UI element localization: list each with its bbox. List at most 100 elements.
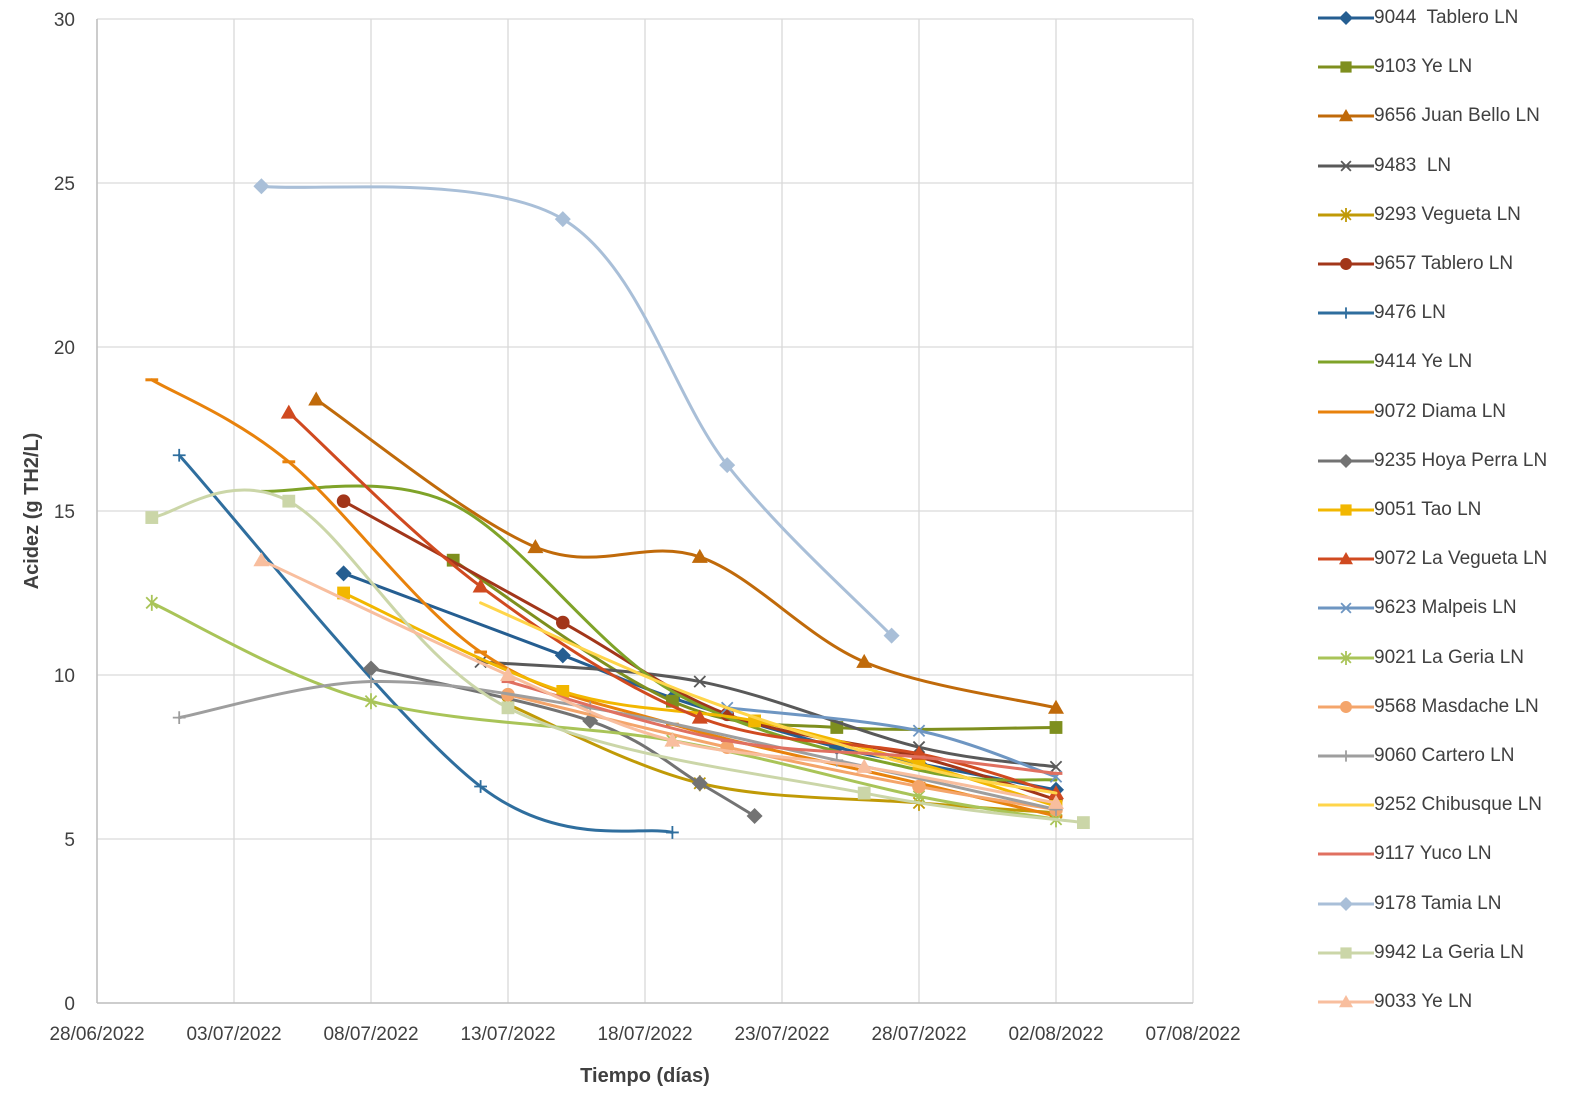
legend-swatch: [1318, 160, 1374, 172]
data-point: [282, 494, 296, 508]
x-tick-label: 02/08/2022: [1008, 1024, 1103, 1045]
data-point: [1049, 760, 1063, 774]
legend-swatch: [1318, 947, 1374, 959]
y-tick-label: 5: [64, 830, 75, 851]
legend-swatch-marker: [1340, 700, 1352, 713]
legend-item: 9072 Diama LN: [1318, 400, 1506, 424]
series-line: [342, 591, 1058, 808]
y-tick-label: 10: [54, 666, 75, 687]
legend-item: 9051 Tao LN: [1318, 498, 1481, 522]
legend-label: 9414 Ye LN: [1374, 351, 1473, 373]
legend-label: 9235 Hoya Perra LN: [1374, 449, 1548, 471]
x-tick-label: 28/06/2022: [49, 1024, 144, 1045]
data-point: [364, 675, 378, 688]
data-point: [830, 753, 844, 767]
series-group: [145, 178, 1090, 839]
y-tick-label: 30: [54, 10, 75, 31]
data-point: [1048, 794, 1064, 809]
data-point: [691, 709, 708, 724]
legend-label: 9623 Malpeis LN: [1374, 597, 1517, 619]
axes: [96, 19, 1193, 1004]
legend-swatch: [1318, 410, 1374, 414]
legend-item: 9021 La Geria LN: [1318, 646, 1524, 670]
series-line: [451, 558, 1058, 731]
legend-item: 9942 La Geria LN: [1318, 941, 1524, 965]
data-point: [501, 701, 515, 715]
legend-label: 9072 La Vegueta LN: [1374, 548, 1548, 570]
legend-label: 9051 Tao LN: [1374, 499, 1482, 520]
legend-item: 9072 La Vegueta LN: [1318, 547, 1547, 571]
legend-item: 9476 LN: [1318, 301, 1446, 325]
data-point: [719, 457, 736, 474]
data-point: [1049, 721, 1063, 734]
legend-swatch: [1318, 896, 1374, 911]
legend-item: 9657 Tablero LN: [1318, 252, 1513, 276]
legend-label: 9476 LN: [1374, 302, 1446, 324]
data-point: [308, 391, 325, 406]
legend-item: 9414 Ye LN: [1318, 350, 1472, 374]
x-tick-label: 13/07/2022: [460, 1024, 555, 1045]
data-point: [363, 660, 379, 677]
series-21: [253, 552, 1064, 809]
legend-item: 9060 Cartero LN: [1318, 744, 1514, 768]
data-point: [554, 211, 571, 228]
legend-swatch: [1318, 700, 1374, 713]
series-line: [259, 184, 894, 638]
data-point: [556, 685, 570, 698]
data-point: [912, 779, 926, 794]
legend-item: 9656 Juan Bello LN: [1318, 104, 1540, 128]
legend-swatch: [1318, 453, 1374, 468]
legend-item: 9103 Ye LN: [1318, 55, 1472, 79]
series-19: [253, 178, 900, 644]
legend-label: 9656 Juan Bello LN: [1374, 105, 1540, 127]
legend-swatch: [1318, 61, 1374, 73]
x-tick-label: 18/07/2022: [597, 1024, 692, 1045]
legend-swatch: [1318, 995, 1374, 1008]
series-9: [145, 378, 1063, 818]
legend-item: 9117 Yuco LN: [1318, 842, 1492, 866]
x-tick-label: 08/07/2022: [323, 1024, 418, 1045]
legend-swatch: [1318, 650, 1374, 665]
legend-item: 9033 Ye LN: [1318, 990, 1472, 1014]
legend-swatch: [1318, 602, 1374, 614]
data-point: [474, 780, 487, 793]
y-tick-label: 15: [54, 502, 75, 523]
x-tick-label: 07/08/2022: [1145, 1024, 1240, 1045]
y-tick-label: 0: [64, 994, 75, 1015]
legend-swatch: [1318, 552, 1374, 565]
legend-label: 9293 Vegueta LN: [1374, 203, 1521, 225]
grid: [96, 18, 1194, 1004]
legend-swatch: [1318, 852, 1374, 856]
legend-item: 9178 Tamia LN: [1318, 892, 1501, 916]
tick-labels: 0 5 10 15 20 25 30 28/06/2022 03/07/2022 08/07/20…: [49, 10, 1240, 1045]
x-tick-label: 23/07/2022: [734, 1024, 829, 1045]
series-line: [506, 693, 1058, 811]
legend-swatch: [1318, 803, 1374, 807]
x-tick-label: 28/07/2022: [871, 1024, 966, 1045]
legend-label: 9033 Ye LN: [1374, 991, 1473, 1012]
series-line: [506, 680, 1058, 775]
data-point: [691, 775, 708, 792]
series-10: [363, 660, 763, 825]
data-point: [335, 565, 352, 582]
series-18: [501, 680, 1063, 775]
series-line: [150, 488, 1085, 825]
legend-label: 9252 Chibusque LN: [1374, 794, 1542, 816]
legend-swatch: [1318, 504, 1374, 516]
series-line: [479, 660, 1058, 769]
y-tick-label: 20: [54, 338, 75, 359]
data-point: [912, 724, 926, 737]
data-point: [1077, 816, 1090, 829]
data-point: [472, 578, 489, 593]
series-line: [259, 558, 1058, 805]
legend-label: 9044 Tablero LN: [1374, 7, 1519, 28]
legend-label: 9942 La Geria LN: [1374, 941, 1524, 963]
legend-label: 9021 La Geria LN: [1374, 646, 1524, 668]
legend-label: 9117 Yuco LN: [1374, 843, 1492, 865]
y-tick-label: 25: [54, 174, 75, 195]
legend-label: 9657 Tablero LN: [1374, 253, 1514, 274]
legend-swatch-marker: [1339, 552, 1353, 565]
data-point: [500, 667, 516, 681]
legend-item: 9623 Malpeis LN: [1318, 596, 1517, 620]
series-3: [308, 391, 1064, 714]
